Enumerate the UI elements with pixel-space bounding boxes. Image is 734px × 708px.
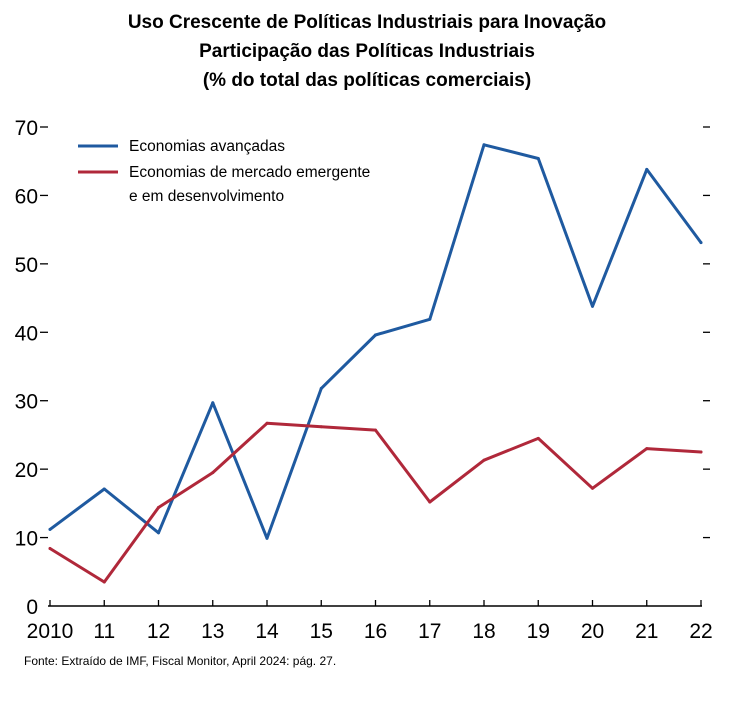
legend-label-2: e em desenvolvimento [129, 188, 284, 205]
series-2-point [536, 436, 540, 440]
series-2-point [48, 547, 52, 551]
y-tick-label: 50 [15, 254, 38, 277]
x-tick-label: 18 [472, 620, 495, 643]
series-1-point [482, 143, 486, 147]
series-2-point [211, 471, 215, 475]
series-1-point [319, 386, 323, 390]
series-2-point [645, 447, 649, 451]
x-tick-label: 21 [635, 620, 658, 643]
x-tick-label: 16 [364, 620, 387, 643]
series-2 [48, 421, 703, 584]
x-tick-label: 15 [310, 620, 333, 643]
chart-subtitle-unit: (% do total das políticas comerciais) [202, 70, 532, 91]
series-1-point [699, 241, 703, 245]
series-1 [48, 143, 703, 540]
legend-label-1: Economias avançadas [129, 138, 285, 155]
series-1-point [374, 333, 377, 337]
series-2-point [591, 486, 594, 490]
y-tick-label: 30 [15, 391, 38, 414]
x-tick-label: 2010 [27, 620, 74, 643]
series-1-point [211, 401, 215, 405]
x-tick-label: 22 [689, 620, 712, 643]
series-1-point [157, 531, 160, 535]
series-2-line [48, 421, 703, 584]
chart-title-block: Uso Crescente de Políticas Industriais p… [0, 8, 734, 95]
y-tick-label: 0 [26, 596, 38, 619]
series-1-point [428, 317, 432, 321]
series-2-point [699, 450, 703, 454]
y-tick-label: 40 [15, 322, 38, 345]
series-2-point [157, 505, 160, 509]
series-2-point [265, 421, 269, 425]
series-2-point [102, 580, 106, 584]
chart-axes: 0 10 20 30 40 50 60 70 2010 11 12 13 14 15 16 17 18 19 20 2… [15, 117, 713, 643]
source-note: Fonte: Extraído de IMF, Fiscal Monitor, … [24, 654, 337, 668]
series-2-point [374, 428, 377, 432]
series-1-point [536, 156, 540, 160]
chart-subtitle: Participação das Políticas Industriais [199, 41, 535, 62]
y-tick-label: 70 [15, 117, 38, 140]
series-2-point [319, 425, 323, 429]
x-tick-label: 20 [581, 620, 604, 643]
series-2-point [482, 458, 486, 462]
x-tick-label: 14 [255, 620, 279, 643]
series-1-point [591, 304, 594, 308]
series-1-point [48, 527, 52, 531]
x-tick-label: 17 [418, 620, 441, 643]
chart-series-layer [48, 143, 703, 584]
legend-label-2: Economias de mercado emergente [129, 164, 370, 181]
x-tick-label: 11 [93, 620, 115, 643]
x-tick-label: 13 [201, 620, 224, 643]
x-tick-label: 19 [527, 620, 550, 643]
y-tick-label: 20 [15, 459, 38, 482]
series-1-point [265, 536, 269, 540]
y-tick-label: 10 [15, 528, 38, 551]
series-2-point [428, 500, 432, 504]
y-tick-label: 60 [15, 185, 38, 208]
chart-title: Uso Crescente de Políticas Industriais p… [127, 12, 607, 33]
series-1-point [645, 167, 649, 171]
series-1-point [102, 487, 106, 491]
x-tick-label: 12 [147, 620, 170, 643]
chart-legend: Economias avançadas Economias de mercado … [78, 138, 370, 205]
